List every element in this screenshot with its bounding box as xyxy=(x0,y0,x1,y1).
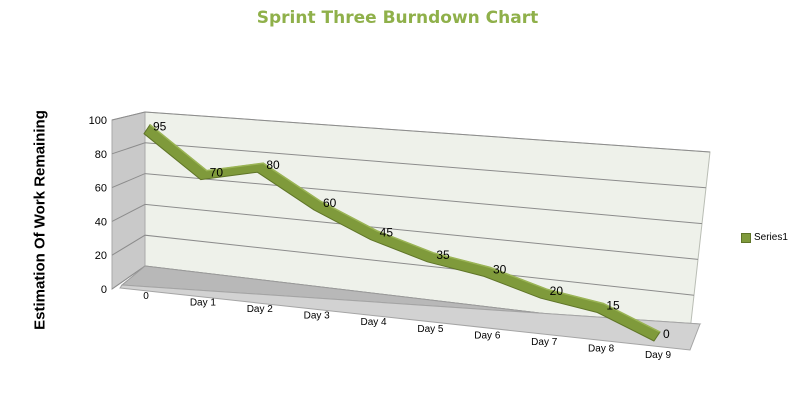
y-tick-label: 40 xyxy=(95,216,107,228)
x-tick-label: 0 xyxy=(143,291,149,302)
series-line-top xyxy=(149,124,661,333)
x-tick-label: Day 9 xyxy=(645,350,672,361)
x-tick-label: Day 3 xyxy=(304,311,331,322)
y-tick-label: 80 xyxy=(95,149,107,161)
x-tick-label: Day 5 xyxy=(417,324,444,335)
data-label: 30 xyxy=(493,262,507,276)
chart-title: Sprint Three Burndown Chart xyxy=(256,8,539,28)
gridline xyxy=(111,203,699,260)
floor-front xyxy=(119,284,701,351)
data-label: 80 xyxy=(266,158,280,172)
y-tick-label: 20 xyxy=(95,250,107,262)
data-label: 70 xyxy=(210,166,224,180)
gridline xyxy=(111,173,703,225)
legend: Series1 xyxy=(741,232,788,243)
legend-label: Series1 xyxy=(754,232,788,243)
y-tick-label: 100 xyxy=(89,115,107,127)
x-tick-label: Day 7 xyxy=(531,337,558,348)
legend-swatch xyxy=(741,232,751,243)
x-tick-label: Day 4 xyxy=(360,317,387,328)
y-tick-label: 0 xyxy=(101,284,107,296)
data-label: 95 xyxy=(153,120,167,134)
y-axis-label-text: Estimation Of Work Remaining xyxy=(31,110,49,330)
left-wall xyxy=(111,111,146,290)
data-label: 15 xyxy=(606,298,620,312)
x-tick-label: Day 6 xyxy=(474,330,501,341)
y-tick-label: 60 xyxy=(95,183,107,195)
x-tick-label: Day 1 xyxy=(190,298,217,309)
data-label: 35 xyxy=(436,248,450,262)
data-label: 60 xyxy=(323,196,337,210)
x-tick-label: Day 2 xyxy=(247,304,274,315)
data-label: 45 xyxy=(380,226,394,240)
data-label: 0 xyxy=(663,327,670,341)
data-label: 20 xyxy=(550,284,564,298)
gridline xyxy=(111,111,711,153)
gridline xyxy=(111,142,707,189)
x-tick-label: Day 8 xyxy=(588,343,615,354)
